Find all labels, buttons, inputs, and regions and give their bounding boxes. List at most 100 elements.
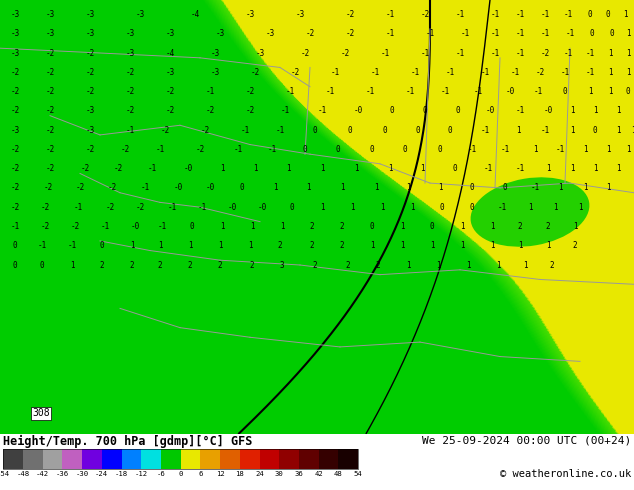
Text: -2: -2 [10,203,20,212]
Text: -3: -3 [86,29,94,38]
Text: -2: -2 [86,49,94,57]
Text: -2: -2 [136,203,145,212]
Text: 1: 1 [158,241,162,250]
Text: -3: -3 [210,68,219,77]
Text: 0: 0 [416,125,420,135]
Text: 0: 0 [610,29,614,38]
Text: -2: -2 [75,183,84,193]
Text: 0: 0 [423,106,427,115]
Text: 1: 1 [593,164,597,173]
Text: 1: 1 [588,87,592,96]
Bar [3,449,358,468]
Text: 1: 1 [460,222,464,231]
Text: 1: 1 [607,49,612,57]
Text: -2: -2 [10,164,20,173]
Text: -3: -3 [46,29,55,38]
Text: -1: -1 [10,222,20,231]
Text: -1: -1 [385,29,394,38]
Text: 1: 1 [496,261,500,270]
Bar [220,449,240,468]
Bar [161,449,181,468]
Text: -1: -1 [445,68,455,77]
Text: 0: 0 [437,145,443,154]
Text: -3: -3 [126,29,134,38]
Text: 1: 1 [605,145,611,154]
Text: -3: -3 [245,10,255,19]
Text: -1: -1 [325,87,335,96]
Text: -0: -0 [353,106,363,115]
Text: -1: -1 [155,145,165,154]
Text: -2: -2 [200,125,210,135]
Bar [3,449,23,468]
Text: -30: -30 [75,471,89,477]
Text: -2: -2 [10,145,20,154]
Text: 1: 1 [578,203,582,212]
Text: 0: 0 [190,222,194,231]
Text: -1: -1 [540,29,550,38]
Text: -1: -1 [564,49,573,57]
Text: -2: -2 [46,87,55,96]
Text: 1: 1 [406,183,410,193]
Text: 2: 2 [518,222,522,231]
Text: -0: -0 [173,183,183,193]
Text: 1: 1 [406,261,410,270]
Text: 1: 1 [583,145,587,154]
Text: -3: -3 [256,49,264,57]
Text: -2: -2 [10,87,20,96]
Text: -3: -3 [165,68,174,77]
Text: 2: 2 [313,261,317,270]
Bar [339,449,358,468]
Text: 0: 0 [453,164,457,173]
Text: -1: -1 [67,241,77,250]
Text: 1: 1 [626,29,630,38]
Text: 1: 1 [546,164,550,173]
Text: 1: 1 [489,222,495,231]
Text: -3: -3 [10,125,20,135]
Text: -1: -1 [74,203,82,212]
Text: 1: 1 [583,183,587,193]
Text: -0: -0 [505,87,515,96]
Text: -1: -1 [467,145,477,154]
Text: -1: -1 [490,49,500,57]
Text: 1: 1 [626,145,630,154]
Text: -2: -2 [346,10,354,19]
Text: -1: -1 [240,125,250,135]
Text: -3: -3 [295,10,304,19]
Text: 0: 0 [240,183,244,193]
Text: -2: -2 [41,222,49,231]
Text: -1: -1 [425,29,435,38]
Text: -1: -1 [410,68,420,77]
Text: 1: 1 [188,241,192,250]
Text: 1: 1 [616,106,620,115]
Text: -2: -2 [46,49,55,57]
Text: 0: 0 [503,183,507,193]
Text: -2: -2 [126,106,134,115]
Text: 1: 1 [250,222,254,231]
Text: 0: 0 [440,203,444,212]
Text: -1: -1 [555,145,565,154]
Text: 2: 2 [217,261,223,270]
Text: -1: -1 [385,10,394,19]
Text: 0: 0 [347,125,353,135]
Text: 54: 54 [354,471,363,477]
Text: -2: -2 [86,87,94,96]
Text: 1: 1 [527,203,533,212]
Text: -2: -2 [41,203,49,212]
Text: -3: -3 [86,125,94,135]
Text: 1: 1 [220,222,224,231]
Text: -0: -0 [257,203,267,212]
Text: -2: -2 [105,203,115,212]
Text: 1: 1 [373,183,378,193]
Text: -0: -0 [205,183,215,193]
Text: 0: 0 [13,241,17,250]
Text: -1: -1 [147,164,157,173]
Text: 2: 2 [158,261,162,270]
Text: 1: 1 [248,241,252,250]
Text: -1: -1 [500,145,510,154]
Text: 1: 1 [354,164,358,173]
Text: 1: 1 [320,164,325,173]
Text: 2: 2 [100,261,105,270]
Text: -1: -1 [285,87,295,96]
Text: 1: 1 [466,261,470,270]
Text: 0: 0 [302,145,307,154]
